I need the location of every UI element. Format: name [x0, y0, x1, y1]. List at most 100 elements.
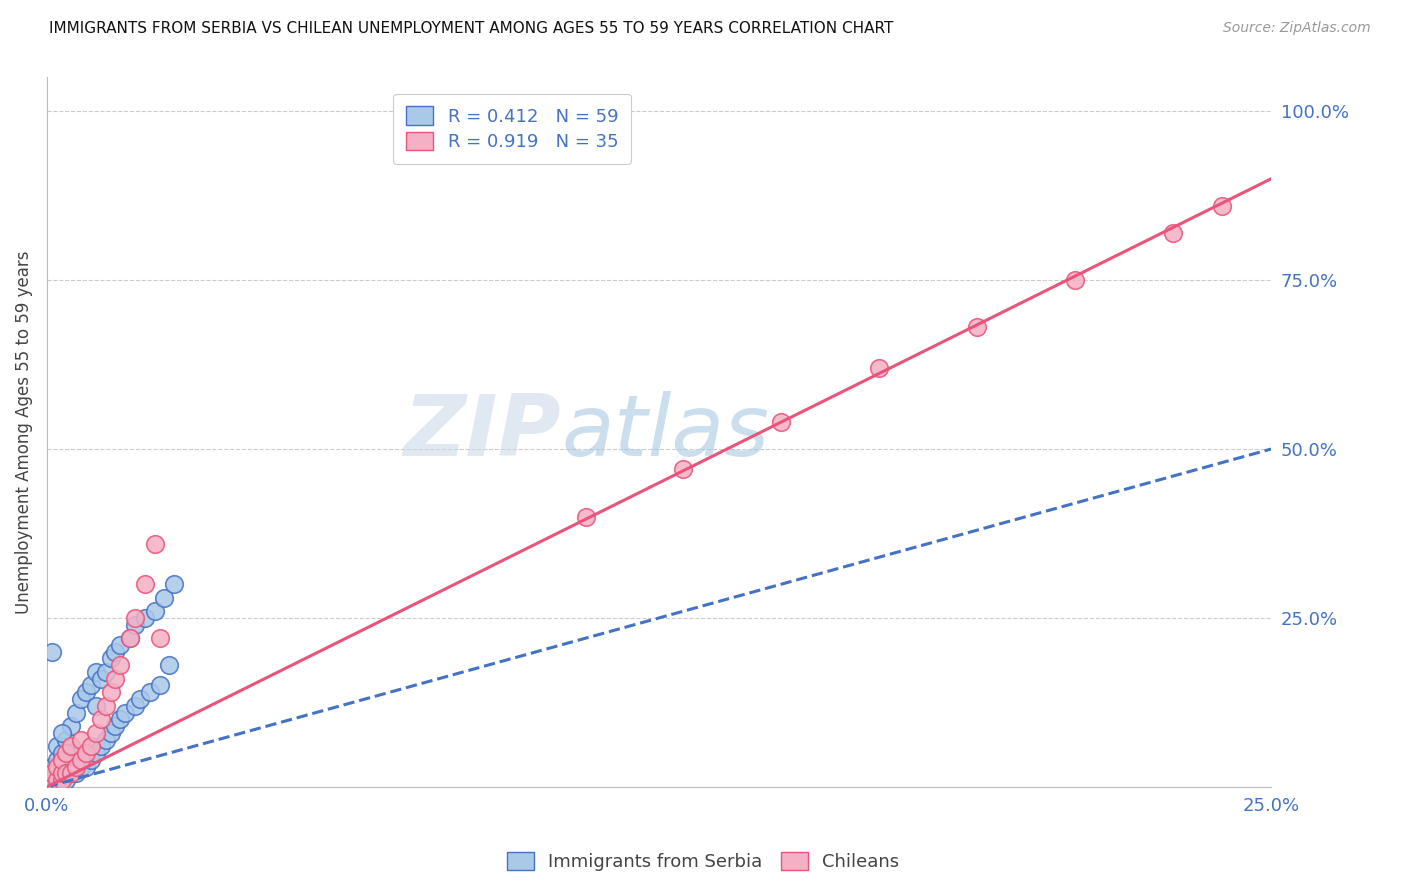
- Point: [138, 685, 160, 699]
- Point: [153, 591, 176, 605]
- Point: [70, 746, 93, 760]
- Point: [65, 746, 87, 760]
- Point: [80, 739, 103, 754]
- Point: [45, 739, 67, 754]
- Point: [148, 631, 170, 645]
- Point: [143, 604, 166, 618]
- Point: [45, 766, 67, 780]
- Point: [41, 645, 63, 659]
- Point: [80, 753, 103, 767]
- Point: [80, 678, 103, 692]
- Text: ZIP: ZIP: [404, 391, 561, 474]
- Point: [41, 773, 63, 788]
- Point: [84, 698, 107, 713]
- Text: atlas: atlas: [561, 391, 769, 474]
- Point: [51, 766, 73, 780]
- Point: [60, 719, 83, 733]
- Point: [110, 712, 132, 726]
- Point: [65, 759, 87, 773]
- Point: [51, 773, 73, 788]
- Point: [55, 773, 77, 788]
- Point: [110, 638, 132, 652]
- Point: [134, 577, 156, 591]
- Point: [55, 746, 77, 760]
- Point: [124, 698, 146, 713]
- Point: [70, 759, 93, 773]
- Point: [143, 536, 166, 550]
- Text: Source: ZipAtlas.com: Source: ZipAtlas.com: [1223, 21, 1371, 35]
- Point: [104, 672, 127, 686]
- Point: [129, 692, 152, 706]
- Point: [120, 631, 142, 645]
- Point: [60, 746, 83, 760]
- Point: [124, 617, 146, 632]
- Legend: Immigrants from Serbia, Chileans: Immigrants from Serbia, Chileans: [499, 845, 907, 879]
- Point: [51, 753, 73, 767]
- Point: [110, 658, 132, 673]
- Point: [84, 746, 107, 760]
- Point: [868, 361, 890, 376]
- Point: [100, 685, 122, 699]
- Point: [124, 611, 146, 625]
- Point: [65, 759, 87, 773]
- Point: [104, 645, 127, 659]
- Point: [60, 766, 83, 780]
- Point: [75, 685, 97, 699]
- Point: [45, 753, 67, 767]
- Point: [966, 320, 988, 334]
- Point: [157, 658, 180, 673]
- Point: [120, 631, 142, 645]
- Point: [65, 766, 87, 780]
- Point: [60, 766, 83, 780]
- Point: [84, 665, 107, 679]
- Point: [55, 766, 77, 780]
- Point: [55, 753, 77, 767]
- Point: [100, 651, 122, 665]
- Point: [41, 766, 63, 780]
- Point: [55, 766, 77, 780]
- Point: [51, 746, 73, 760]
- Point: [60, 739, 83, 754]
- Point: [41, 759, 63, 773]
- Point: [90, 672, 112, 686]
- Point: [55, 732, 77, 747]
- Point: [104, 719, 127, 733]
- Point: [70, 732, 93, 747]
- Point: [100, 726, 122, 740]
- Point: [94, 665, 117, 679]
- Point: [51, 759, 73, 773]
- Point: [45, 773, 67, 788]
- Point: [51, 726, 73, 740]
- Point: [51, 766, 73, 780]
- Point: [94, 732, 117, 747]
- Point: [45, 773, 67, 788]
- Point: [45, 759, 67, 773]
- Point: [75, 746, 97, 760]
- Point: [60, 759, 83, 773]
- Point: [163, 577, 186, 591]
- Point: [51, 773, 73, 788]
- Point: [1161, 226, 1184, 240]
- Point: [672, 462, 695, 476]
- Point: [75, 759, 97, 773]
- Point: [84, 726, 107, 740]
- Point: [114, 706, 136, 720]
- Point: [148, 678, 170, 692]
- Point: [41, 773, 63, 788]
- Point: [94, 698, 117, 713]
- Point: [90, 712, 112, 726]
- Point: [65, 706, 87, 720]
- Legend: R = 0.412   N = 59, R = 0.919   N = 35: R = 0.412 N = 59, R = 0.919 N = 35: [394, 94, 631, 164]
- Point: [90, 739, 112, 754]
- Point: [574, 509, 596, 524]
- Point: [75, 746, 97, 760]
- Point: [134, 611, 156, 625]
- Text: IMMIGRANTS FROM SERBIA VS CHILEAN UNEMPLOYMENT AMONG AGES 55 TO 59 YEARS CORRELA: IMMIGRANTS FROM SERBIA VS CHILEAN UNEMPL…: [49, 21, 894, 36]
- Point: [51, 753, 73, 767]
- Point: [41, 766, 63, 780]
- Point: [70, 692, 93, 706]
- Point: [1064, 273, 1087, 287]
- Y-axis label: Unemployment Among Ages 55 to 59 years: Unemployment Among Ages 55 to 59 years: [15, 251, 32, 614]
- Point: [1211, 199, 1233, 213]
- Point: [770, 415, 793, 429]
